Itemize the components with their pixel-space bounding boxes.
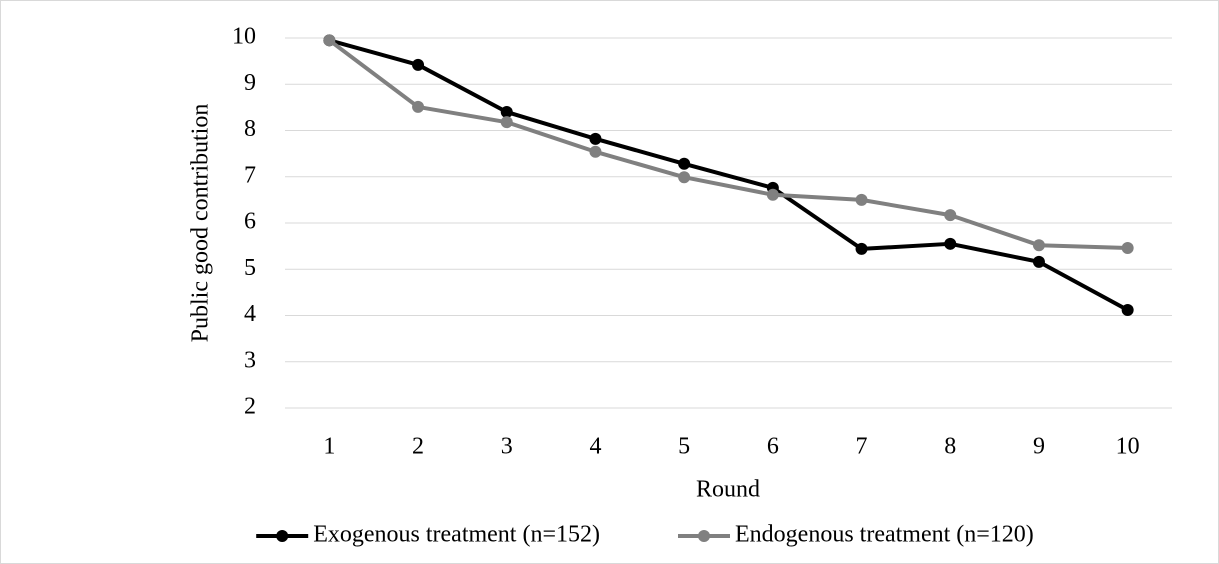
y-tick-label: 6 [244,209,256,235]
data-point [944,209,957,222]
y-tick-label: 8 [244,116,256,142]
y-tick-label: 4 [244,301,256,327]
y-tick-label: 3 [244,347,256,373]
data-point [412,100,425,113]
x-tick-label: 7 [856,434,868,460]
y-tick-label: 5 [244,255,256,281]
data-point [500,116,513,129]
x-tick-label: 1 [323,434,335,460]
data-point [855,242,868,255]
x-tick-label: 8 [944,434,956,460]
y-tick-label: 7 [244,162,256,188]
series-line [328,38,1129,312]
legend-marker [698,530,710,542]
data-point [1121,241,1134,254]
x-axis-title: Round [696,477,760,503]
data-point [678,171,691,184]
data-point [589,132,602,145]
x-tick-label: 6 [767,434,779,460]
y-tick-label: 10 [232,24,256,50]
data-point [1032,255,1045,268]
series-line [328,38,1128,250]
x-tick-label: 3 [501,434,513,460]
x-tick-label: 2 [412,434,424,460]
data-point [855,193,868,206]
x-tick-label: 4 [589,434,601,460]
legend-label: Exogenous treatment (n=152) [313,522,600,548]
legend-label: Endogenous treatment (n=120) [735,522,1034,548]
y-tick-label: 9 [244,70,256,96]
x-tick-label: 9 [1033,434,1045,460]
data-point [678,157,691,170]
data-point [1032,239,1045,252]
data-point [323,34,336,47]
data-point [944,237,957,250]
y-axis-title: Public good contribution [188,104,214,343]
y-tick-label: 2 [244,394,256,420]
data-point [766,188,779,201]
data-point [589,145,602,158]
data-point [412,58,425,71]
x-tick-label: 5 [678,434,690,460]
data-point [500,106,513,118]
data-point [1121,303,1134,316]
x-tick-label: 10 [1116,434,1140,460]
legend-marker [276,530,289,542]
